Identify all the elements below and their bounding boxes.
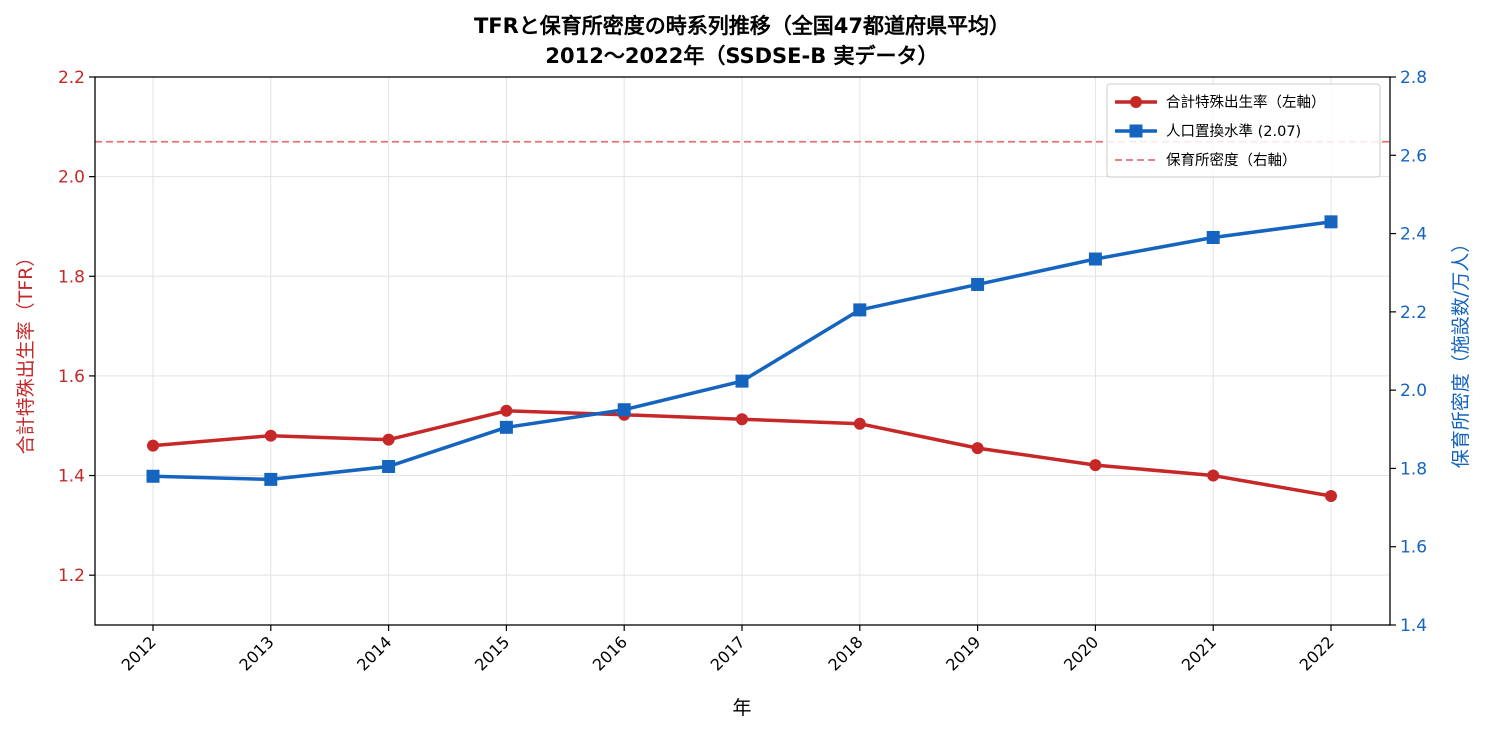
right-tick-label: 2.2 bbox=[1400, 303, 1427, 323]
left-tick-label: 1.8 bbox=[58, 267, 85, 287]
x-tick-label: 2021 bbox=[1178, 632, 1220, 674]
chart-title-line1: TFRと保育所密度の時系列推移（全国47都道府県平均） bbox=[474, 14, 1010, 38]
data-point bbox=[1325, 489, 1337, 502]
right-tick-label: 2.4 bbox=[1400, 225, 1427, 245]
right-axis-ticks: 1.4 1.6 1.8 2.0 2.2 2.4 2.6 2.8 bbox=[1390, 68, 1427, 636]
legend-box bbox=[1106, 83, 1381, 178]
legend-label: 保育所密度（右軸） bbox=[1166, 152, 1297, 169]
x-axis-label: 年 bbox=[732, 697, 751, 719]
data-point bbox=[1089, 459, 1102, 472]
x-tick-label: 2015 bbox=[471, 632, 513, 674]
data-point bbox=[1206, 230, 1220, 244]
data-point bbox=[264, 429, 277, 442]
right-tick-label: 1.8 bbox=[1400, 459, 1427, 479]
x-tick-label: 2014 bbox=[353, 632, 395, 674]
left-tick-label: 2.2 bbox=[58, 68, 85, 88]
data-point bbox=[736, 413, 748, 426]
data-point bbox=[1207, 469, 1220, 482]
legend-label: 人口置換水準 (2.07) bbox=[1166, 123, 1301, 140]
right-axis-label: 保育所密度（施設数/万人） bbox=[1450, 234, 1472, 468]
x-axis-ticks: 2012 2013 2014 2015 2016 2017 2018 2019 2020 2021… bbox=[118, 625, 1338, 675]
data-point bbox=[735, 374, 749, 388]
left-tick-label: 1.2 bbox=[58, 566, 85, 586]
data-point bbox=[500, 404, 513, 417]
right-tick-label: 1.4 bbox=[1400, 616, 1427, 636]
data-point bbox=[853, 303, 867, 317]
right-tick-label: 2.0 bbox=[1400, 381, 1427, 401]
left-tick-label: 1.6 bbox=[58, 367, 85, 387]
data-point bbox=[147, 439, 159, 452]
x-tick-label: 2019 bbox=[942, 632, 984, 674]
x-tick-label: 2012 bbox=[118, 632, 160, 674]
x-tick-label: 2020 bbox=[1060, 632, 1102, 674]
series-layer bbox=[146, 215, 1338, 502]
data-point bbox=[617, 403, 631, 417]
x-tick-label: 2018 bbox=[824, 632, 866, 674]
right-tick-label: 2.8 bbox=[1400, 68, 1427, 88]
data-point bbox=[382, 433, 395, 446]
x-tick-label: 2016 bbox=[589, 632, 631, 674]
right-tick-label: 2.6 bbox=[1400, 146, 1427, 166]
left-tick-label: 2.0 bbox=[58, 168, 85, 188]
legend-marker bbox=[1130, 96, 1142, 108]
data-point bbox=[1088, 252, 1102, 266]
data-point bbox=[146, 469, 160, 483]
legend: 合計特殊出生率（左軸） 人口置換水準 (2.07) 保育所密度（右軸） bbox=[1106, 83, 1381, 178]
chart-title-line2: 2012〜2022年（SSDSE-B 実データ） bbox=[545, 44, 938, 68]
data-point bbox=[971, 277, 985, 291]
legend-marker bbox=[1129, 124, 1143, 138]
data-point bbox=[382, 459, 396, 473]
data-point bbox=[264, 472, 278, 486]
data-point bbox=[1324, 215, 1338, 229]
left-axis-ticks: 1.2 1.4 1.6 1.8 2.0 2.2 bbox=[58, 68, 95, 586]
legend-label: 合計特殊出生率（左軸） bbox=[1166, 94, 1326, 111]
x-tick-label: 2022 bbox=[1296, 632, 1338, 674]
data-point bbox=[853, 417, 866, 430]
data-point bbox=[971, 442, 984, 455]
left-axis-label: 合計特殊出生率（TFR） bbox=[15, 248, 37, 455]
right-tick-label: 1.6 bbox=[1400, 538, 1427, 558]
x-tick-label: 2017 bbox=[707, 632, 749, 674]
x-tick-label: 2013 bbox=[235, 632, 277, 674]
left-tick-label: 1.4 bbox=[58, 467, 85, 487]
data-point bbox=[499, 420, 513, 434]
